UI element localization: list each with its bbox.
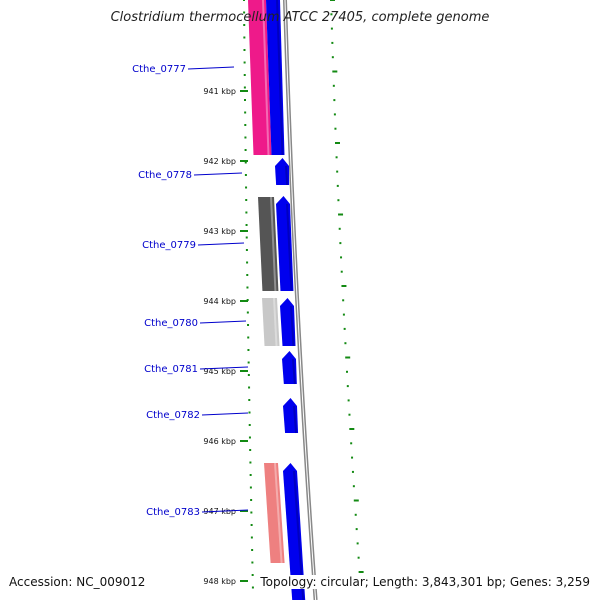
backbone-arc-inner — [284, 0, 317, 600]
cds-arrow — [266, 0, 285, 155]
gene-label: Cthe_0779 — [142, 240, 196, 251]
gene-label-leader — [187, 66, 235, 70]
cds-arrow-shade — [285, 165, 289, 186]
gene-label: Cthe_0778 — [138, 170, 192, 181]
feature-block-light-gray-shade — [273, 297, 278, 347]
feature-block-dark-gray-shade — [270, 196, 277, 292]
gene-label-leader — [201, 412, 249, 416]
kbp-tick-label: 942 kbp — [203, 157, 236, 166]
gene-label-leader — [197, 242, 245, 246]
gene-label: Cthe_0780 — [144, 318, 198, 329]
kbp-tick-label: 943 kbp — [203, 227, 236, 236]
gene-label-leader — [199, 366, 249, 370]
feature-block-magenta — [248, 0, 272, 155]
kbp-tick-label: 941 kbp — [203, 87, 236, 96]
accession-text: Accession: NC_009012 — [9, 575, 146, 589]
topology-text: Topology: circular; Length: 3,843,301 bp… — [256, 575, 590, 589]
cds-arrow — [280, 298, 296, 346]
gene-label: Cthe_0783 — [146, 507, 200, 518]
feature-block-salmon — [264, 463, 285, 563]
gene-label: Cthe_0782 — [146, 410, 200, 421]
cds-arrow-shade — [293, 405, 298, 434]
cds-arrow — [276, 196, 294, 291]
cds-arrow — [275, 158, 290, 185]
gene-label-leader — [201, 509, 249, 513]
map-title: Clostridium thermocellum ATCC 27405, com… — [110, 10, 490, 25]
cds-arrow-shade — [290, 305, 295, 347]
feature-block-salmon-shade — [274, 462, 283, 564]
cds-arrow-shade — [286, 203, 293, 292]
feature-block-dark-gray — [258, 197, 279, 291]
cds-arrow — [283, 398, 299, 433]
feature-block-light-gray — [262, 298, 280, 346]
kbp-tick-label: 945 kbp — [203, 367, 236, 376]
gene-label-leader — [193, 172, 243, 176]
cds-arrow — [283, 463, 306, 600]
kbp-tick-label: 948 kbp — [203, 577, 236, 586]
kbp-tick-label: 944 kbp — [203, 297, 236, 306]
kbp-tick-label: 946 kbp — [203, 437, 236, 446]
cds-arrow-shade — [276, 0, 284, 156]
gene-label: Cthe_0781 — [144, 364, 198, 375]
cds-arrow — [282, 351, 297, 384]
feature-block-magenta-shade — [262, 0, 270, 156]
gene-label: Cthe_0777 — [132, 64, 186, 75]
cds-arrow-shade — [292, 358, 296, 385]
gene-label-leader — [199, 320, 247, 324]
